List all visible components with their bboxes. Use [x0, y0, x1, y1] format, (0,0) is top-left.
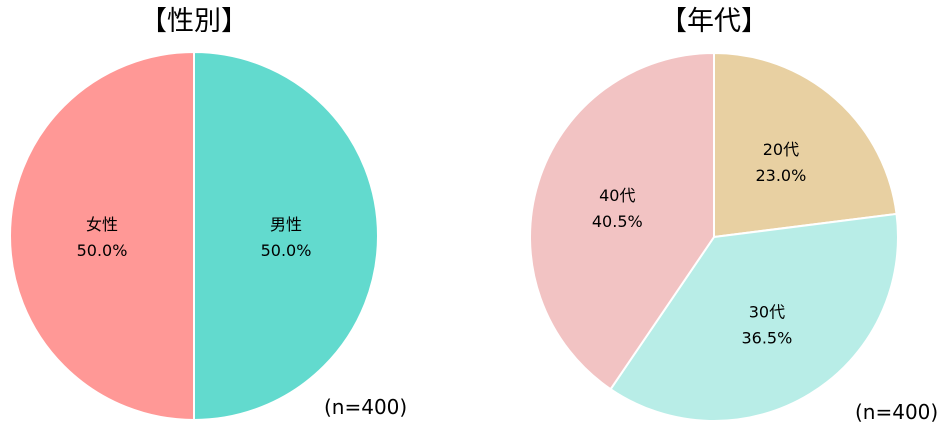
age-pie-svg: 20代 23.0% 30代 36.5% 40代 40.5%	[529, 51, 899, 422]
slice-category-label: 40代	[599, 186, 635, 205]
slice-category-label: 女性	[86, 215, 118, 234]
age-pie-chart: 【年代】 20代 23.0% 30代 36.5% 40代 40.5% (n=400)	[472, 0, 944, 424]
pie-slice	[609, 212, 899, 422]
slice-value-label: 50.0%	[261, 241, 312, 260]
pie-slice	[713, 51, 898, 239]
slice-value-label: 40.5%	[592, 212, 643, 231]
gender-pie-chart: 【性別】 男性 50.0% 女性 50.0% (n=400)	[0, 0, 472, 423]
pie-slice	[9, 50, 195, 422]
sample-size-note: (n=400)	[324, 395, 408, 419]
slice-value-label: 36.5%	[741, 328, 792, 347]
chart-title: 【性別】	[140, 6, 248, 37]
slice-category-label: 30代	[749, 302, 785, 321]
slice-category-label: 男性	[270, 215, 302, 234]
slice-category-label: 20代	[763, 140, 799, 159]
pie-slice	[193, 50, 379, 422]
pie-slice	[529, 51, 715, 391]
slice-value-label: 23.0%	[755, 166, 806, 185]
sample-size-note: (n=400)	[855, 400, 939, 424]
gender-pie-svg: 男性 50.0% 女性 50.0%	[9, 50, 379, 422]
chart-title: 【年代】	[660, 6, 768, 37]
slice-value-label: 50.0%	[77, 241, 128, 260]
